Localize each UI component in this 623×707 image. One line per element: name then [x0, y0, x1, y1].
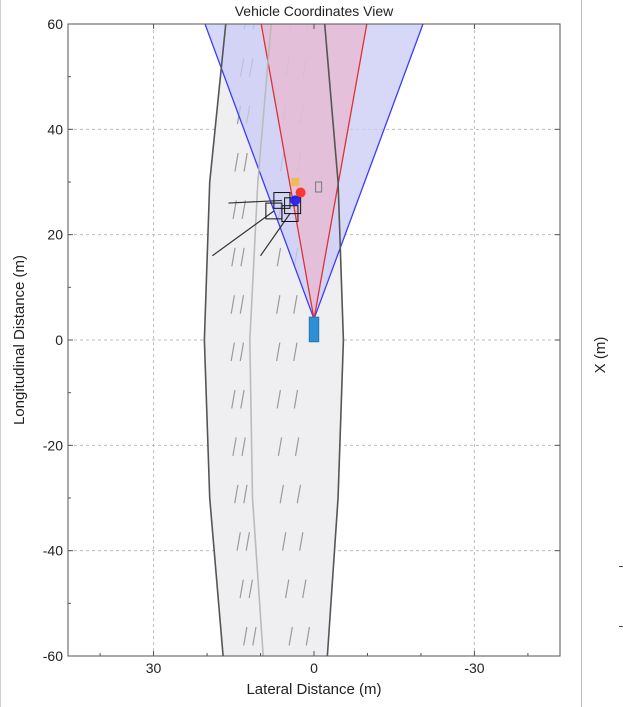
lane-dash — [277, 437, 283, 456]
radar-detection — [290, 195, 301, 206]
lane-dash — [293, 295, 298, 314]
lane-dash — [241, 437, 246, 456]
panel-divider[interactable] — [581, 0, 582, 707]
x-tick-label: -30 — [464, 660, 484, 676]
lane-dash — [252, 626, 257, 646]
plot-title: Vehicle Coordinates View — [234, 3, 394, 19]
lane-dash — [239, 579, 244, 599]
sensor-coverage-area — [260, 24, 368, 320]
velocity-vector — [212, 210, 275, 257]
lane-dash — [299, 532, 304, 551]
road-boundary — [249, 24, 273, 656]
lane-dash — [276, 247, 282, 267]
lane-dash — [231, 389, 236, 409]
lane-dash — [232, 437, 237, 456]
track-box — [281, 205, 299, 222]
vehicle-coordinates-plot[interactable]: 30 0 -30 60 40 20 0 -20 -40 -60 — [0, 0, 581, 707]
velocity-vector — [260, 213, 291, 257]
lane-dash — [243, 152, 248, 172]
lane-dash — [302, 579, 307, 599]
lane-dash — [281, 532, 287, 551]
lane-dash — [276, 389, 281, 409]
ego-vehicle — [308, 316, 320, 343]
lane-dash — [288, 626, 293, 646]
y-tick-label: 60 — [47, 16, 63, 32]
lane-dash — [296, 484, 302, 504]
velocity-vector — [228, 199, 282, 204]
y-tick-label: -40 — [43, 543, 63, 559]
x-tick-label: 30 — [146, 660, 162, 676]
y-tick-label: -60 — [43, 648, 63, 664]
lane-dash — [232, 200, 237, 219]
road-boundary — [323, 24, 345, 656]
lane-dash — [276, 295, 281, 314]
lane-dash — [276, 342, 281, 362]
lane-dash — [230, 295, 236, 314]
lane-dash — [305, 626, 311, 646]
lane-dash — [240, 247, 245, 267]
right-y-axis-label: X (m) — [592, 336, 609, 374]
lane-dash — [234, 484, 239, 504]
lane-dash — [230, 342, 235, 362]
lane-dash — [293, 389, 299, 409]
y-tick-label: -20 — [43, 437, 63, 453]
lane-dash — [294, 437, 300, 456]
right-axis-tick — [619, 566, 623, 567]
y-tick-label: 40 — [47, 121, 63, 137]
lane-dash — [279, 484, 284, 504]
lane-dash — [248, 579, 253, 599]
data-layer — [203, 24, 424, 656]
ticks: 30 0 -30 60 40 20 0 -20 -40 -60 — [43, 16, 560, 676]
lane-dash — [284, 579, 290, 599]
lane-dash — [241, 200, 246, 219]
lane-dash — [240, 389, 245, 409]
lane-dash — [231, 247, 236, 267]
radar-detection — [295, 187, 306, 198]
lane-dash — [243, 484, 248, 504]
lane-dash — [236, 532, 241, 551]
x-axis-label: Lateral Distance (m) — [246, 681, 382, 698]
lane-dash — [243, 626, 248, 646]
lane-dash — [239, 295, 245, 314]
right-axis-tick — [619, 626, 623, 627]
vehicle-coordinates-panel: Vehicle Coordinates View Lateral Distanc… — [0, 0, 581, 707]
lane-dash — [239, 342, 245, 362]
y-tick-label: 20 — [47, 227, 63, 243]
pedestrian-marker — [315, 181, 323, 193]
vision-detection — [291, 178, 300, 186]
lane-dash — [245, 532, 250, 551]
road-boundary — [203, 24, 227, 656]
x-tick-label: 0 — [310, 660, 318, 676]
y-tick-label: 0 — [55, 332, 63, 348]
lane-dash — [234, 152, 239, 172]
panel-left-border — [0, 0, 1, 707]
lane-dash — [293, 342, 298, 362]
